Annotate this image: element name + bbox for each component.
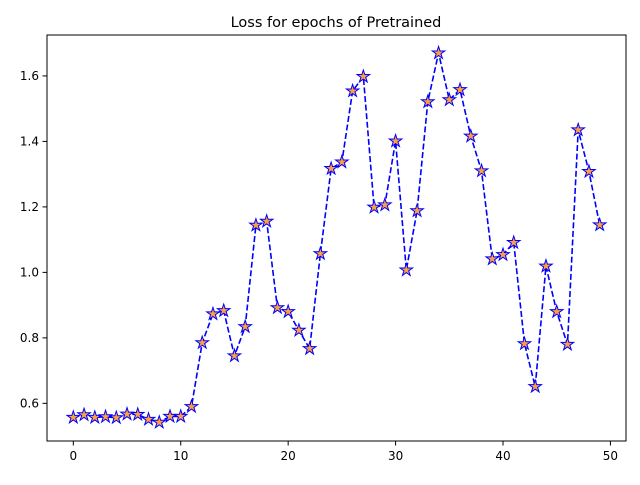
axes-frame: [46, 34, 627, 442]
data-point-42: [516, 335, 533, 351]
data-point-41: [505, 234, 522, 250]
data-point-20: [280, 303, 296, 319]
x-tick-label: 40: [495, 449, 510, 463]
data-point-1: [76, 406, 92, 422]
data-point-15: [226, 347, 243, 363]
data-point-21: [291, 322, 307, 337]
data-point-11: [183, 398, 200, 414]
data-point-19: [269, 299, 286, 315]
data-point-45: [548, 303, 565, 319]
data-point-27: [355, 68, 372, 84]
data-point-35: [441, 91, 458, 107]
data-point-37: [462, 127, 479, 143]
axes: 0 10 20 30 40 50 0.6 0.8 1.0 1.2 1.4 1.6: [20, 34, 627, 463]
data-point-4: [108, 409, 125, 425]
x-tick-label: 20: [281, 449, 296, 463]
chart-title: Loss for epochs of Pretrained: [231, 15, 442, 31]
y-tick-label: 1.6: [20, 69, 39, 83]
data-point-18: [258, 213, 275, 228]
data-point-34: [430, 44, 447, 60]
data-point-40: [495, 246, 511, 262]
data-point-22: [301, 340, 318, 356]
data-point-48: [581, 163, 597, 179]
data-point-38: [473, 162, 490, 178]
data-point-24: [323, 160, 339, 176]
x-tick-label: 50: [603, 449, 618, 463]
data-point-0: [65, 409, 82, 425]
data-point-36: [452, 81, 468, 97]
y-tick-label: 1.0: [20, 266, 39, 280]
data-point-23: [312, 245, 329, 261]
data-point-33: [419, 93, 436, 109]
data-point-44: [538, 257, 554, 273]
y-tick-label: 0.8: [20, 331, 39, 345]
data-point-6: [129, 406, 146, 422]
data-point-47: [570, 121, 587, 137]
data-point-49: [591, 216, 608, 232]
data-point-26: [344, 82, 361, 98]
data-point-12: [194, 334, 211, 350]
data-point-3: [97, 408, 114, 424]
data-point-32: [409, 202, 425, 218]
y-tick-label: 1.4: [20, 135, 39, 149]
x-tick-label: 0: [69, 449, 77, 463]
data-point-16: [237, 318, 254, 334]
data-point-43: [527, 378, 544, 394]
x-tick-label: 30: [388, 449, 403, 463]
data-point-39: [484, 250, 501, 266]
y-tick-label: 1.2: [20, 200, 39, 214]
data-point-14: [215, 302, 232, 318]
y-tick-label: 0.6: [20, 397, 39, 411]
data-point-28: [366, 198, 382, 214]
data-point-29: [377, 196, 393, 212]
data-point-25: [334, 153, 350, 169]
x-tick-label: 10: [173, 449, 188, 463]
data-point-31: [398, 261, 415, 277]
plot-area: [65, 44, 608, 429]
data-point-30: [387, 132, 404, 148]
data-point-13: [205, 305, 221, 321]
data-point-17: [248, 217, 264, 232]
data-point-10: [172, 408, 189, 424]
data-point-46: [559, 336, 576, 352]
data-point-7: [140, 411, 157, 427]
data-point-8: [151, 414, 168, 429]
